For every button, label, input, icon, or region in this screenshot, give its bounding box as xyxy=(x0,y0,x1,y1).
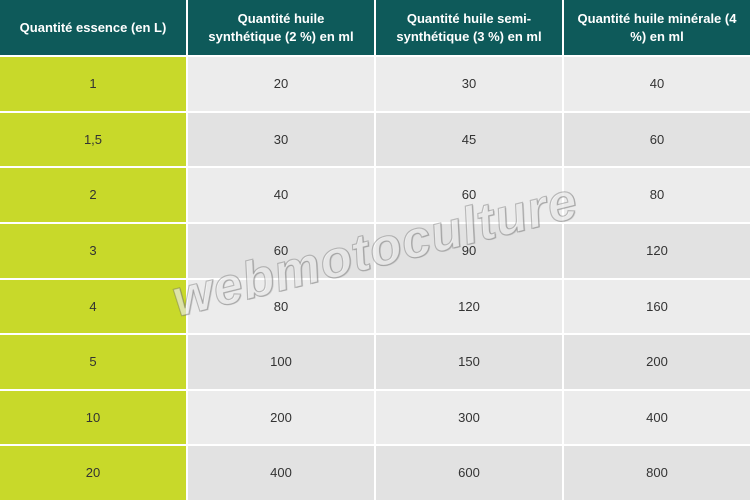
cell-mineral: 800 xyxy=(564,446,750,500)
cell-semisynth: 150 xyxy=(376,335,562,389)
cell-essence: 4 xyxy=(0,280,186,334)
cell-mineral: 120 xyxy=(564,224,750,278)
cell-synth: 30 xyxy=(188,113,374,167)
cell-semisynth: 90 xyxy=(376,224,562,278)
col-header-semisynth: Quantité huile semi-synthétique (3 %) en… xyxy=(376,0,562,55)
cell-mineral: 80 xyxy=(564,168,750,222)
table-header-row: Quantité essence (en L) Quantité huile s… xyxy=(0,0,750,55)
cell-semisynth: 30 xyxy=(376,57,562,111)
cell-synth: 40 xyxy=(188,168,374,222)
cell-mineral: 400 xyxy=(564,391,750,445)
cell-semisynth: 45 xyxy=(376,113,562,167)
cell-semisynth: 120 xyxy=(376,280,562,334)
cell-mineral: 200 xyxy=(564,335,750,389)
cell-synth: 60 xyxy=(188,224,374,278)
cell-essence: 2 xyxy=(0,168,186,222)
table-row: 10 200 300 400 xyxy=(0,391,750,445)
table-row: 3 60 90 120 xyxy=(0,224,750,278)
cell-semisynth: 60 xyxy=(376,168,562,222)
cell-semisynth: 600 xyxy=(376,446,562,500)
cell-essence: 1,5 xyxy=(0,113,186,167)
cell-mineral: 160 xyxy=(564,280,750,334)
table-row: 20 400 600 800 xyxy=(0,446,750,500)
col-header-mineral: Quantité huile minérale (4 %) en ml xyxy=(564,0,750,55)
col-header-synth: Quantité huile synthétique (2 %) en ml xyxy=(188,0,374,55)
cell-essence: 3 xyxy=(0,224,186,278)
cell-synth: 20 xyxy=(188,57,374,111)
cell-synth: 80 xyxy=(188,280,374,334)
cell-essence: 10 xyxy=(0,391,186,445)
cell-synth: 400 xyxy=(188,446,374,500)
cell-synth: 200 xyxy=(188,391,374,445)
table-row: 5 100 150 200 xyxy=(0,335,750,389)
table-row: 4 80 120 160 xyxy=(0,280,750,334)
cell-synth: 100 xyxy=(188,335,374,389)
oil-mix-table: Quantité essence (en L) Quantité huile s… xyxy=(0,0,750,500)
cell-semisynth: 300 xyxy=(376,391,562,445)
table-row: 1 20 30 40 xyxy=(0,57,750,111)
cell-essence: 5 xyxy=(0,335,186,389)
table-row: 2 40 60 80 xyxy=(0,168,750,222)
col-header-essence: Quantité essence (en L) xyxy=(0,0,186,55)
cell-essence: 20 xyxy=(0,446,186,500)
cell-mineral: 40 xyxy=(564,57,750,111)
cell-mineral: 60 xyxy=(564,113,750,167)
table-row: 1,5 30 45 60 xyxy=(0,113,750,167)
cell-essence: 1 xyxy=(0,57,186,111)
